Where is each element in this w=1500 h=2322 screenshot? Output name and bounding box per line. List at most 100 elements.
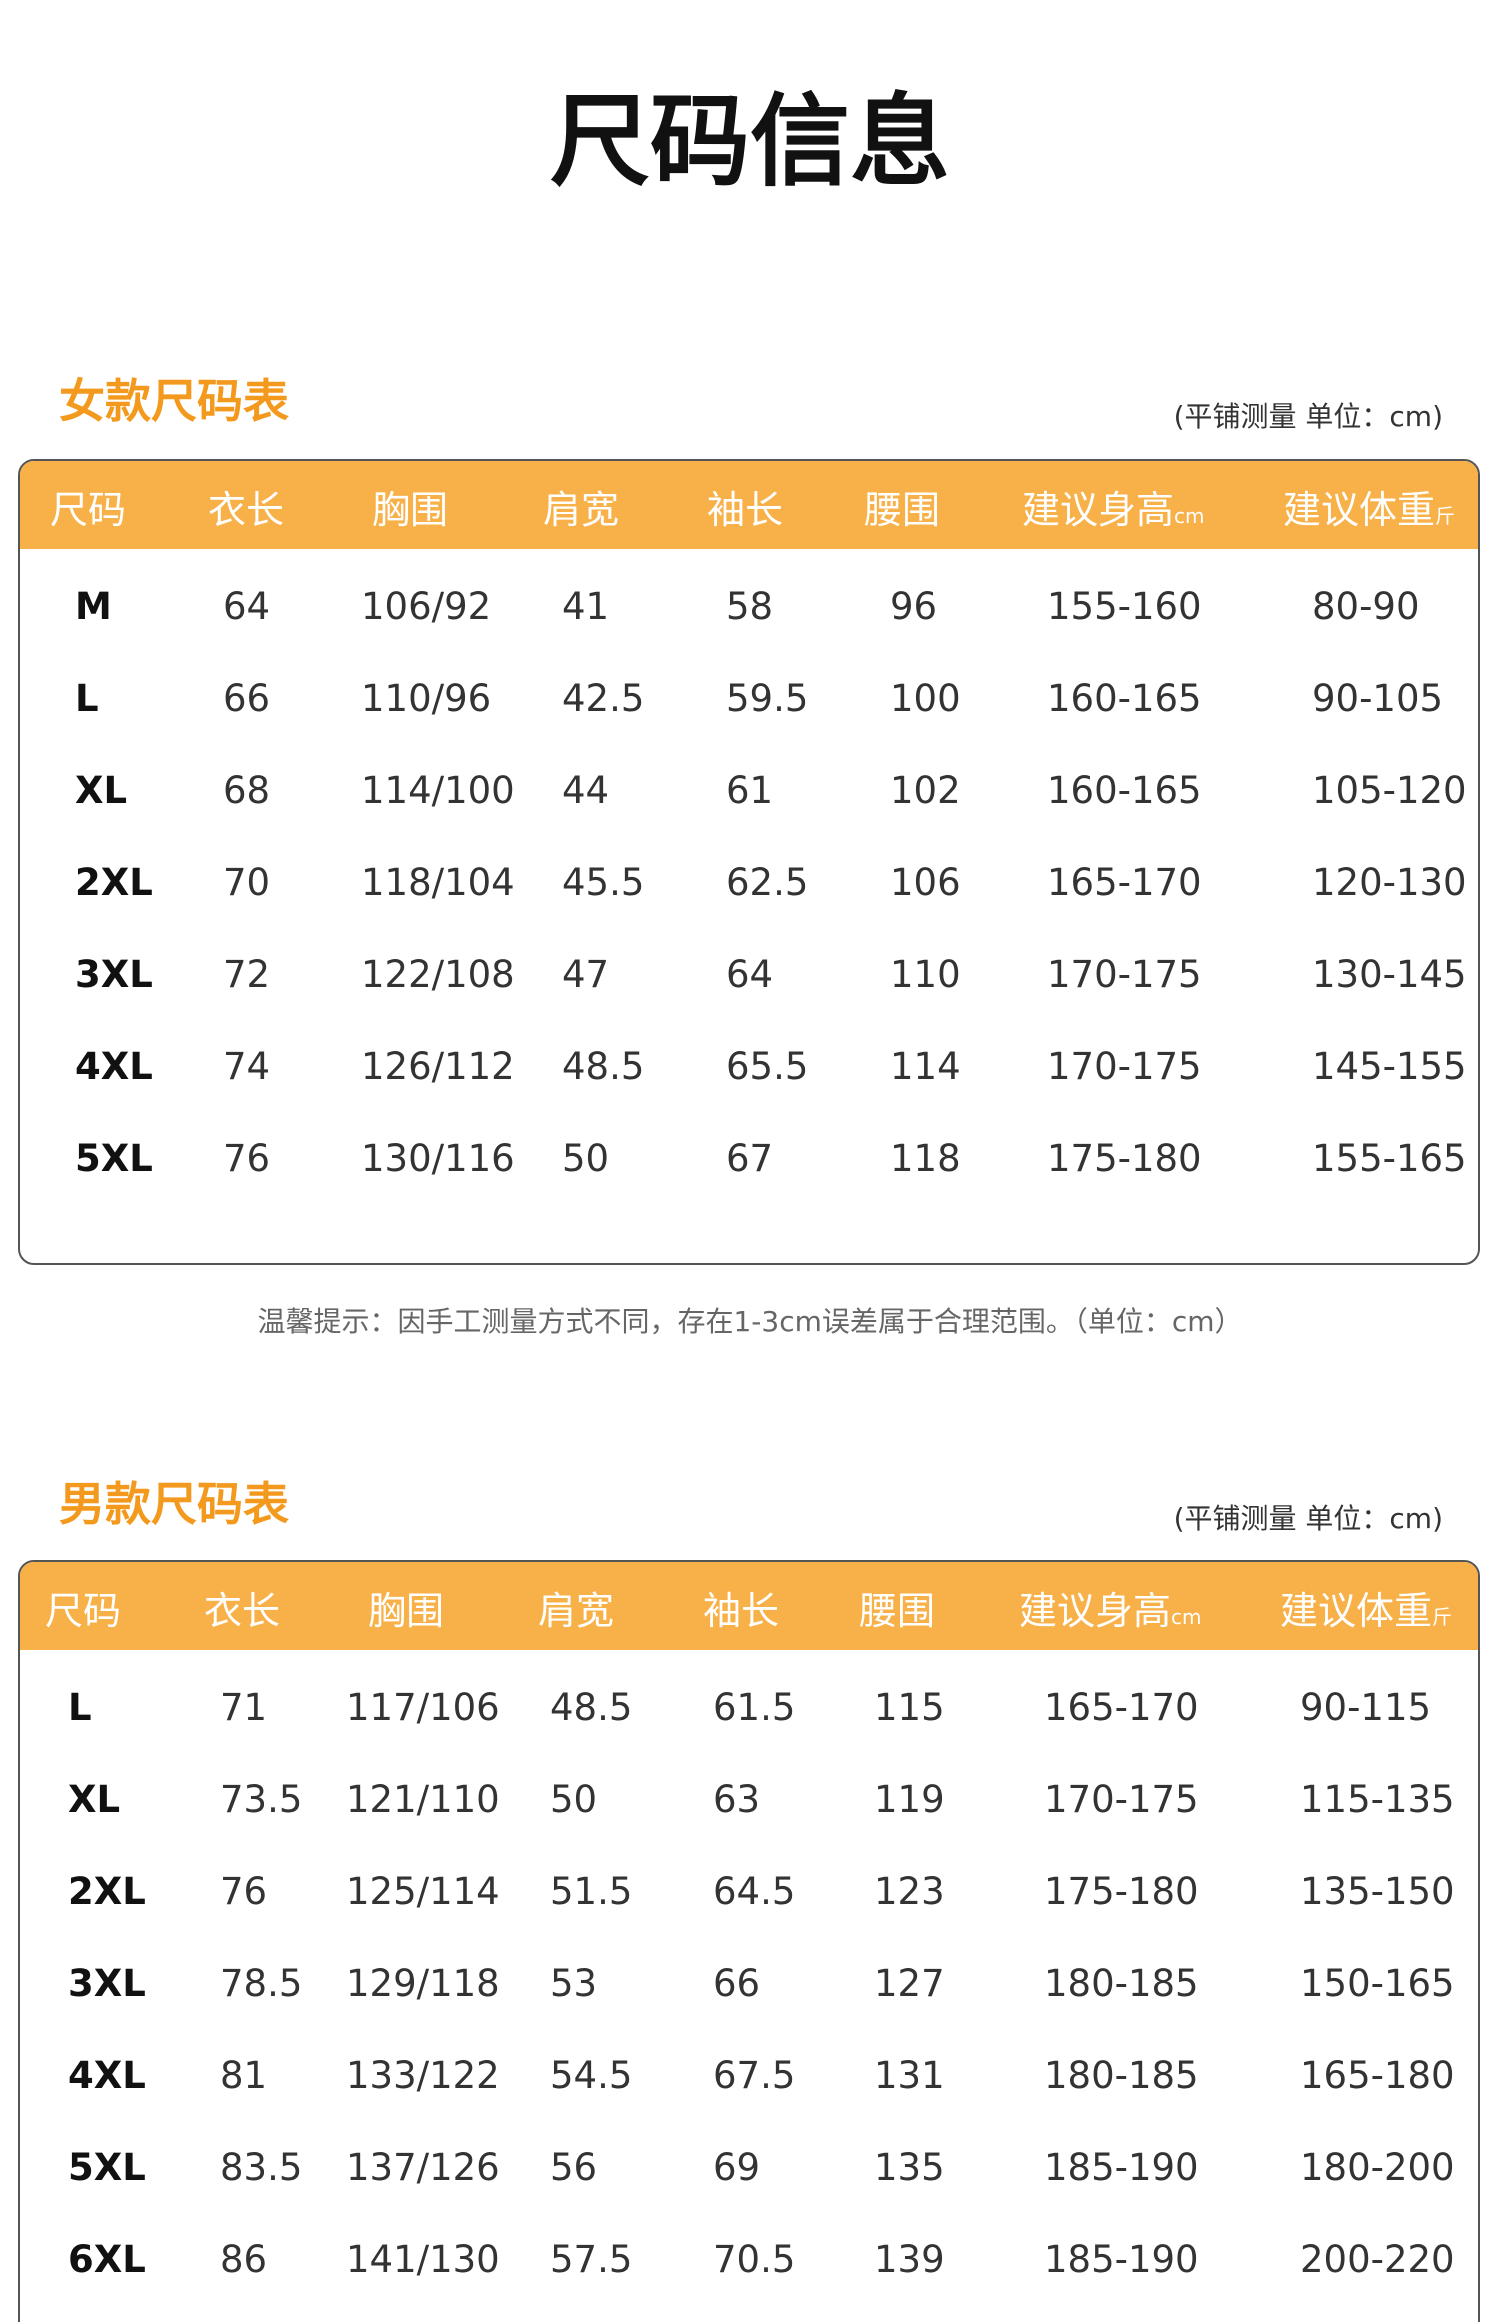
header-cell: 肩宽 — [543, 479, 619, 534]
header-text: 胸围 — [372, 488, 449, 532]
header-text: 建议身高 — [1022, 488, 1175, 532]
table-cell: 64.5 — [713, 1870, 796, 1913]
table-cell: 129/118 — [346, 1962, 500, 2005]
table-cell: 90-115 — [1300, 1686, 1432, 1729]
table-cell: 119 — [874, 1778, 945, 1821]
table-cell: 73.5 — [220, 1778, 303, 1821]
table-cell: 64 — [726, 953, 774, 996]
table-cell: 122/108 — [361, 953, 515, 996]
header-text: 胸围 — [368, 1589, 445, 1633]
table-cell: 115-135 — [1300, 1778, 1455, 1821]
table-cell: 83.5 — [220, 2146, 303, 2189]
table-cell: L — [68, 1686, 92, 1729]
table-cell: 45.5 — [562, 861, 645, 904]
table-cell: 180-185 — [1044, 1962, 1199, 2005]
table-cell: 160-165 — [1047, 769, 1202, 812]
table-cell: 70.5 — [713, 2238, 796, 2281]
header-text: 腰围 — [859, 1589, 936, 1633]
table-cell: XL — [68, 1778, 121, 1821]
header-cell: 袖长 — [703, 1580, 779, 1635]
table-cell: 2XL — [75, 861, 153, 904]
table-cell: 78.5 — [220, 1962, 303, 2005]
table-cell: 114 — [890, 1045, 961, 1088]
table-cell: 47 — [562, 953, 610, 996]
header-cell: 胸围 — [368, 1580, 444, 1635]
table-cell: 131 — [874, 2054, 945, 2097]
table-cell: 137/126 — [346, 2146, 500, 2189]
table-cell: 118/104 — [361, 861, 515, 904]
header-cell: 尺码 — [45, 1580, 121, 1635]
table-cell: 170-175 — [1044, 1778, 1199, 1821]
table-cell: 50 — [550, 1778, 598, 1821]
header-cell: 衣长 — [204, 1580, 280, 1635]
table-cell: 200-220 — [1300, 2238, 1455, 2281]
table-cell: 53 — [550, 1962, 598, 2005]
table-cell: 130/116 — [361, 1137, 515, 1180]
header-unit: 斤 — [1435, 504, 1456, 528]
header-cell: 腰围 — [859, 1580, 935, 1635]
table-cell: 135-150 — [1300, 1870, 1455, 1913]
header-cell: 建议体重斤 — [1283, 479, 1455, 534]
table-cell: 160-165 — [1047, 677, 1202, 720]
header-cell: 胸围 — [372, 479, 448, 534]
header-unit: cm — [1174, 504, 1205, 528]
header-text: 袖长 — [703, 1589, 780, 1633]
table-cell: 56 — [550, 2146, 598, 2189]
table-cell: 70 — [223, 861, 271, 904]
table-cell: 165-170 — [1044, 1686, 1199, 1729]
table-cell: 135 — [874, 2146, 945, 2189]
table-cell: 141/130 — [346, 2238, 500, 2281]
table-cell: 81 — [220, 2054, 268, 2097]
table-cell: 5XL — [75, 1137, 153, 1180]
table-cell: 66 — [713, 1962, 761, 2005]
table-cell: 58 — [726, 585, 774, 628]
header-cell: 建议体重斤 — [1280, 1580, 1452, 1635]
header-text: 袖长 — [707, 488, 784, 532]
table-cell: 90-105 — [1312, 677, 1444, 720]
table-cell: 66 — [223, 677, 271, 720]
unit-note: (平铺测量 单位：cm) — [1173, 1502, 1443, 1535]
header-text: 衣长 — [204, 1589, 281, 1633]
table-cell: 106 — [890, 861, 961, 904]
header-cell: 衣长 — [208, 479, 284, 534]
table-cell: 59.5 — [726, 677, 809, 720]
header-cell: 尺码 — [50, 479, 126, 534]
table-cell: 123 — [874, 1870, 945, 1913]
table-cell: 165-170 — [1047, 861, 1202, 904]
header-text: 衣长 — [208, 488, 285, 532]
header-text: 尺码 — [45, 1589, 122, 1633]
table-cell: 145-155 — [1312, 1045, 1467, 1088]
table-cell: 114/100 — [361, 769, 515, 812]
table-cell: 69 — [713, 2146, 761, 2189]
table-cell: 3XL — [68, 1962, 146, 2005]
table-header — [20, 1562, 1478, 1650]
table-cell: 117/106 — [346, 1686, 500, 1729]
table-cell: 139 — [874, 2238, 945, 2281]
table-cell: 48.5 — [562, 1045, 645, 1088]
table-cell: 4XL — [68, 2054, 146, 2097]
table-cell: 126/112 — [361, 1045, 515, 1088]
table-cell: 71 — [220, 1686, 268, 1729]
table-cell: 61 — [726, 769, 774, 812]
table-cell: 67 — [726, 1137, 774, 1180]
table-cell: 54.5 — [550, 2054, 633, 2097]
table-cell: 48.5 — [550, 1686, 633, 1729]
table-cell: 76 — [223, 1137, 271, 1180]
table-cell: 110 — [890, 953, 961, 996]
table-cell: 67.5 — [713, 2054, 796, 2097]
header-text: 腰围 — [864, 488, 941, 532]
table-cell: 120-130 — [1312, 861, 1467, 904]
table-header — [20, 461, 1478, 549]
table-cell: 41 — [562, 585, 610, 628]
table-cell: 3XL — [75, 953, 153, 996]
table-cell: 74 — [223, 1045, 271, 1088]
table-cell: 105-120 — [1312, 769, 1467, 812]
table-cell: 4XL — [75, 1045, 153, 1088]
header-cell: 建议身高cm — [1019, 1580, 1202, 1635]
table-cell: 62.5 — [726, 861, 809, 904]
header-text: 尺码 — [50, 488, 127, 532]
table-cell: 170-175 — [1047, 953, 1202, 996]
table-cell: 86 — [220, 2238, 268, 2281]
table-cell: 106/92 — [361, 585, 492, 628]
